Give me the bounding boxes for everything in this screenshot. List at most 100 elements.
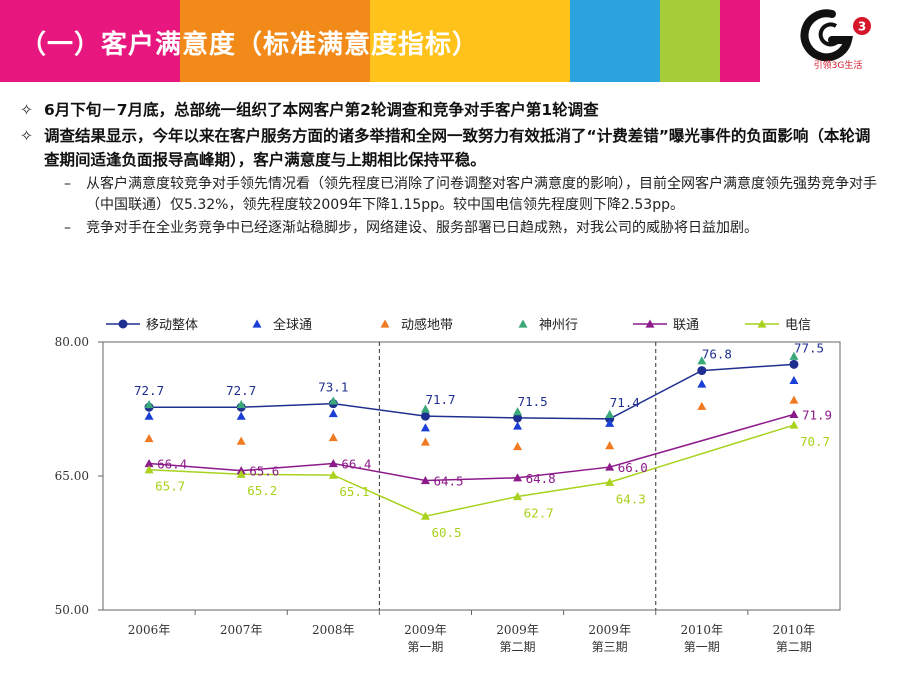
data-point <box>420 411 430 421</box>
data-point <box>513 492 523 501</box>
data-point <box>697 401 707 410</box>
legend-marker <box>645 319 655 328</box>
title-banner: （一）客户满意度（标准满意度指标） <box>0 0 760 82</box>
legend-label: 移动整体 <box>146 318 198 333</box>
legend-marker <box>380 319 390 328</box>
data-point <box>236 469 246 478</box>
data-label: 70.7 <box>800 434 830 449</box>
x-tick-label: 2010年第二期 <box>773 623 816 654</box>
legend-label: 联通 <box>673 318 699 333</box>
svg-text:3: 3 <box>858 20 866 34</box>
data-label: 71.4 <box>610 395 640 410</box>
legend-label: 全球通 <box>273 317 312 333</box>
data-point <box>513 442 523 451</box>
data-point <box>697 356 707 365</box>
legend-label: 动感地带 <box>401 317 453 333</box>
data-label: 65.7 <box>155 479 185 494</box>
sub-bullet-marker: – <box>64 176 71 192</box>
data-point <box>420 437 430 446</box>
chart-legend: 移动整体 全球通 动感地带 神州行 联通 电信 <box>106 317 811 333</box>
x-tick-label: 2010年第一期 <box>681 623 724 654</box>
legend-label: 神州行 <box>539 318 578 333</box>
data-point <box>236 400 246 409</box>
legend-marker <box>518 319 528 328</box>
data-point <box>144 433 154 443</box>
data-point <box>789 409 799 418</box>
page-title: （一）客户满意度（标准满意度指标） <box>20 30 480 60</box>
series-line <box>149 413 795 482</box>
data-point <box>420 475 430 485</box>
data-point <box>605 441 615 450</box>
bullet-list: ✧ 6月下旬－7月底，总部统一组织了本网客户第2轮调查和竞争对手客户第1轮调查 … <box>20 98 880 239</box>
data-label: 71.9 <box>802 407 832 422</box>
data-point <box>328 470 338 479</box>
data-point <box>513 421 523 430</box>
data-point <box>605 477 615 486</box>
legend-label: 电信 <box>785 318 811 333</box>
data-point <box>328 458 338 468</box>
data-label: 73.1 <box>318 380 348 395</box>
data-point <box>513 413 523 423</box>
data-point <box>420 404 430 413</box>
data-point <box>605 462 615 471</box>
legend-marker <box>252 319 262 328</box>
data-point <box>789 359 799 369</box>
sub-bullet-2: – 竞争对手在全业务竞争中已经逐渐站稳脚步，网络建设、服务部署已日趋成熟，对我公… <box>20 218 880 239</box>
data-label: 64.5 <box>433 473 463 488</box>
data-point <box>605 418 615 427</box>
data-point <box>420 511 430 520</box>
data-label: 72.7 <box>226 383 256 398</box>
data-label: 77.5 <box>794 340 824 355</box>
x-tick-label: 2009年第一期 <box>404 623 447 654</box>
banner-segment-orange <box>180 0 370 82</box>
logo-slogan: 引领3G生活 <box>813 61 863 71</box>
bullet-marker: ✧ <box>20 127 33 145</box>
data-point <box>697 366 707 376</box>
data-point <box>144 411 154 420</box>
data-point <box>697 379 707 388</box>
data-label: 65.6 <box>249 464 279 479</box>
data-point <box>144 458 154 468</box>
data-point <box>236 411 246 420</box>
bullet-1: ✧ 6月下旬－7月底，总部统一组织了本网客户第2轮调查和竞争对手客户第1轮调查 <box>20 98 880 122</box>
legend-marker <box>757 319 767 328</box>
x-tick-label: 2009年第三期 <box>588 623 631 654</box>
y-tick-label: 50.00 <box>55 603 89 617</box>
data-label: 76.8 <box>702 347 732 362</box>
data-label: 65.2 <box>247 483 277 498</box>
data-point <box>789 351 799 360</box>
data-point <box>328 396 338 405</box>
data-point <box>236 436 246 445</box>
data-label: 62.7 <box>524 506 554 521</box>
data-point <box>328 433 338 442</box>
banner-segment-pink-end <box>720 0 760 82</box>
data-point <box>513 407 523 416</box>
x-tick-label: 2006年 <box>128 623 171 637</box>
data-point <box>328 408 338 418</box>
data-label: 66.0 <box>618 460 648 475</box>
data-label: 66.4 <box>157 456 187 471</box>
sub-bullet-text: 从客户满意度较竞争对手领先情况看（领先程度已消除了问卷调整对客户满意度的影响），… <box>86 176 877 213</box>
data-point <box>144 400 154 409</box>
data-label: 60.5 <box>431 525 461 540</box>
banner-segment-pink <box>0 0 180 82</box>
data-label: 71.5 <box>518 394 548 409</box>
data-point <box>513 473 523 482</box>
banner-segment-green <box>660 0 720 82</box>
legend-marker <box>118 319 128 329</box>
data-label: 71.7 <box>425 392 455 407</box>
data-point <box>789 395 799 404</box>
data-label: 64.8 <box>526 471 556 486</box>
y-tick-label: 80.00 <box>55 335 89 349</box>
x-tick-label: 2007年 <box>220 623 263 637</box>
sub-bullet-marker: – <box>64 220 71 236</box>
data-point <box>789 375 799 385</box>
sub-bullet-1: – 从客户满意度较竞争对手领先情况看（领先程度已消除了问卷调整对客户满意度的影响… <box>20 174 880 216</box>
data-point <box>789 420 799 429</box>
bullet-text: 6月下旬－7月底，总部统一组织了本网客户第2轮调查和竞争对手客户第1轮调查 <box>44 101 599 119</box>
plot-area <box>102 341 841 611</box>
data-point <box>420 423 430 432</box>
data-label: 64.3 <box>616 491 646 506</box>
sub-bullet-text: 竞争对手在全业务竞争中已经逐渐站稳脚步，网络建设、服务部署已日趋成熟，对我公司的… <box>86 220 758 236</box>
